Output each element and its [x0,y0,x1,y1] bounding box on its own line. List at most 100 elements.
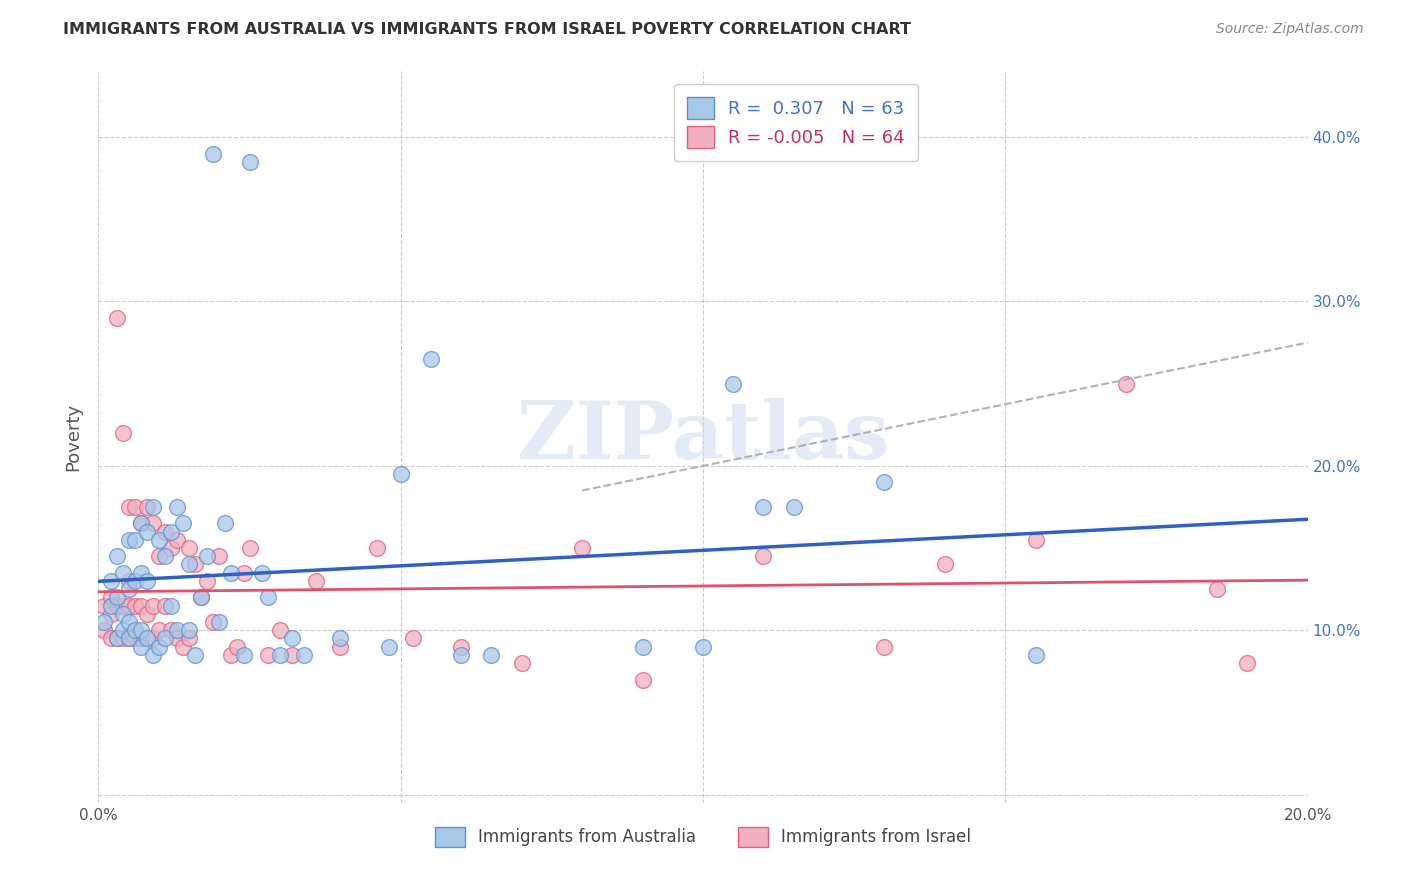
Text: Source: ZipAtlas.com: Source: ZipAtlas.com [1216,22,1364,37]
Point [783,500,806,514]
Point [153,599,176,613]
Point [100,591,122,605]
Point [118,582,141,596]
Point [153,524,176,539]
Point [142,516,165,531]
Point [281,648,304,662]
Point [292,648,315,662]
Legend: Immigrants from Australia, Immigrants from Israel: Immigrants from Australia, Immigrants fr… [422,814,984,860]
Point [124,533,146,547]
Point [124,500,146,514]
Point [692,640,714,654]
Point [190,591,212,605]
Point [118,533,141,547]
Point [723,376,745,391]
Point [111,607,134,621]
Point [179,558,201,572]
Point [105,632,128,646]
Point [179,624,201,638]
Point [873,640,896,654]
Point [214,516,236,531]
Point [256,648,278,662]
Point [190,591,212,605]
Point [208,549,231,564]
Point [111,566,134,580]
Point [179,632,201,646]
Point [160,599,183,613]
Point [329,640,352,654]
Point [250,566,273,580]
Point [111,599,134,613]
Point [100,607,122,621]
Point [129,640,152,654]
Point [450,640,472,654]
Point [377,640,399,654]
Point [124,574,146,588]
Point [124,599,146,613]
Point [402,632,425,646]
Point [148,549,170,564]
Point [752,500,775,514]
Point [111,632,134,646]
Point [135,607,157,621]
Point [208,615,231,629]
Point [166,500,188,514]
Y-axis label: Poverty: Poverty [65,403,83,471]
Point [166,624,188,638]
Point [184,558,207,572]
Point [142,599,165,613]
Point [420,351,443,366]
Point [269,624,291,638]
Point [129,516,152,531]
Point [100,599,122,613]
Point [124,632,146,646]
Point [389,467,412,481]
Point [129,632,152,646]
Point [202,615,225,629]
Point [366,541,388,555]
Point [93,624,115,638]
Point [111,425,134,440]
Point [129,599,152,613]
Point [118,615,141,629]
Point [1206,582,1229,596]
Point [481,648,503,662]
Point [221,648,243,662]
Point [166,632,188,646]
Point [184,648,207,662]
Point [202,146,225,161]
Point [305,574,328,588]
Point [100,574,122,588]
Point [118,574,141,588]
Point [1236,656,1258,670]
Point [118,632,141,646]
Point [226,640,249,654]
Point [129,566,152,580]
Point [105,632,128,646]
Point [195,574,218,588]
Point [873,475,896,490]
Point [148,640,170,654]
Point [111,624,134,638]
Point [105,310,128,325]
Point [153,549,176,564]
Point [172,640,194,654]
Point [179,541,201,555]
Point [195,549,218,564]
Point [172,516,194,531]
Point [934,558,956,572]
Point [752,549,775,564]
Point [124,624,146,638]
Text: IMMIGRANTS FROM AUSTRALIA VS IMMIGRANTS FROM ISRAEL POVERTY CORRELATION CHART: IMMIGRANTS FROM AUSTRALIA VS IMMIGRANTS … [63,22,911,37]
Point [1024,648,1046,662]
Point [105,591,128,605]
Point [1024,533,1046,547]
Point [118,500,141,514]
Point [450,648,472,662]
Point [129,624,152,638]
Point [135,632,157,646]
Point [100,632,122,646]
Point [105,599,128,613]
Point [239,541,262,555]
Point [571,541,593,555]
